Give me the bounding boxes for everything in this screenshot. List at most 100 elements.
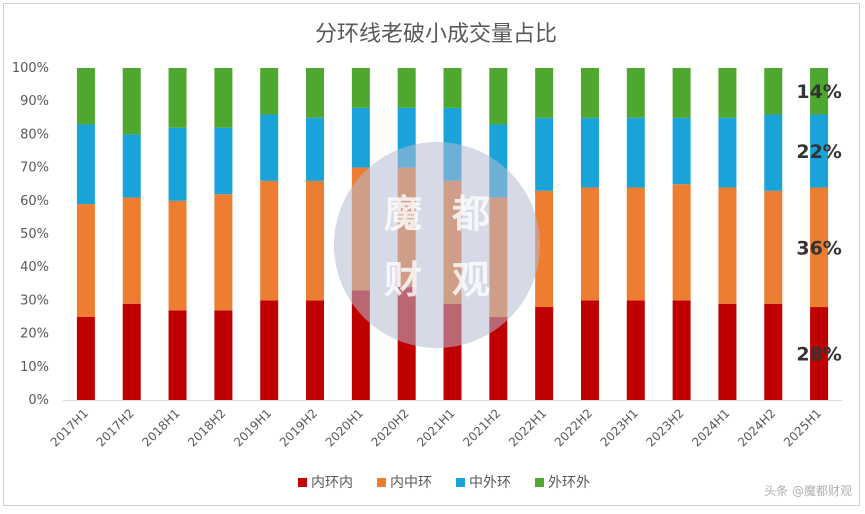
bar-segment <box>764 114 783 191</box>
legend-swatch <box>377 478 386 487</box>
y-tick-label: 60% <box>20 194 49 209</box>
bar-segment <box>672 117 691 185</box>
bar-segment <box>260 300 279 400</box>
bar-segment <box>718 68 737 118</box>
bar-segment <box>122 68 141 135</box>
bar-segment <box>535 68 554 118</box>
legend-label: 内中环 <box>390 475 432 491</box>
bar-segment <box>672 184 691 301</box>
x-tick-label: 2018H2 <box>185 406 228 449</box>
watermark-char: 魔 <box>384 192 422 236</box>
bar-segment <box>580 68 599 118</box>
x-tick-label: 2023H2 <box>643 406 686 449</box>
data-label: 28% <box>796 344 841 366</box>
bar-segment <box>810 187 829 308</box>
bar-segment <box>168 127 187 201</box>
y-tick-label: 80% <box>20 127 49 142</box>
y-tick-label: 100% <box>12 61 49 76</box>
bar-segment <box>306 68 325 118</box>
bar-segment <box>810 114 829 188</box>
x-axis: 2017H1 2017H2 2018H1 2018H2 2019H1 2019H2 2020… <box>48 400 842 449</box>
chart-title: 分环线老破小成交量占比 <box>315 22 557 47</box>
watermark-logo: 魔都财观 <box>334 142 540 348</box>
bar-segment <box>810 68 829 115</box>
bar-segment <box>397 68 416 108</box>
bar-segment <box>672 68 691 118</box>
bar-segment <box>810 307 829 400</box>
y-tick-label: 20% <box>20 327 49 342</box>
x-tick-label: 2024H1 <box>689 406 732 449</box>
legend: 内环内 内中环 中外环 外环外 <box>298 475 590 491</box>
bar-segment <box>214 310 233 400</box>
x-tick-label: 2017H1 <box>48 406 91 449</box>
x-tick-label: 2022H1 <box>506 406 549 449</box>
bar-segment <box>489 317 508 400</box>
chart-frame: 分环线老破小成交量占比 0% 10% 20% 30% 40% 50% 60% 70% 80% 90… <box>3 3 860 506</box>
bar-segment <box>306 117 325 181</box>
bar-segment <box>76 68 95 125</box>
legend-swatch <box>298 478 307 487</box>
bar-segment <box>122 303 141 400</box>
bar-segment <box>764 303 783 400</box>
bar-segment <box>443 68 462 108</box>
bar-segment <box>764 190 783 304</box>
bar-segment <box>580 300 599 400</box>
bar-segment <box>351 107 370 168</box>
stacked-bar-chart: 分环线老破小成交量占比 0% 10% 20% 30% 40% 50% 60% 70% 80% 90… <box>12 22 852 498</box>
bar-segment <box>718 117 737 188</box>
bar-segment <box>580 117 599 188</box>
bar-segment <box>168 68 187 128</box>
bar-segment <box>351 68 370 108</box>
bar-segment <box>214 68 233 128</box>
bar-segment <box>672 300 691 400</box>
y-tick-label: 30% <box>20 293 49 308</box>
x-tick-label: 2019H1 <box>231 406 274 449</box>
bar-segment <box>76 204 95 317</box>
data-labels: 14% 22% 36% 28% <box>796 81 841 365</box>
legend-label: 内环内 <box>311 475 353 491</box>
bar-segment <box>718 187 737 304</box>
bar-segment <box>718 303 737 400</box>
x-tick-label: 2022H2 <box>552 406 595 449</box>
bar-segment <box>76 317 95 400</box>
legend-swatch <box>456 478 465 487</box>
bar-segment <box>168 310 187 400</box>
x-tick-label: 2018H1 <box>139 406 182 449</box>
bar-segment <box>214 194 233 311</box>
bar-segment <box>260 180 279 301</box>
watermark-circle <box>334 142 540 348</box>
x-tick-label: 2017H2 <box>94 406 137 449</box>
bar-segment <box>535 307 554 400</box>
x-tick-label: 2019H2 <box>277 406 320 449</box>
y-tick-label: 70% <box>20 161 49 176</box>
watermark-char: 观 <box>452 258 490 302</box>
bar-segment <box>580 187 599 301</box>
bar-segment <box>76 124 95 205</box>
bar-segment <box>764 68 783 115</box>
bar-segment <box>306 180 325 301</box>
x-tick-label: 2021H2 <box>460 406 503 449</box>
bar-segment <box>626 117 645 188</box>
x-tick-label: 2020H1 <box>323 406 366 449</box>
bar-segment <box>306 300 325 400</box>
legend-swatch <box>535 478 544 487</box>
x-tick-label: 2023H1 <box>598 406 641 449</box>
bar-segment <box>535 117 554 191</box>
x-tick-label: 2024H2 <box>735 406 778 449</box>
x-tick-label: 2020H2 <box>369 406 412 449</box>
y-tick-label: 0% <box>28 393 49 408</box>
legend-label: 外环外 <box>548 475 590 491</box>
legend-label: 中外环 <box>469 475 511 491</box>
bar-segment <box>626 187 645 301</box>
bar-segment <box>626 300 645 400</box>
data-label: 36% <box>796 237 841 259</box>
bar-segment <box>122 197 141 304</box>
bar-segment <box>168 200 187 311</box>
bar-segment <box>260 114 279 181</box>
data-label: 14% <box>796 81 841 103</box>
x-tick-label: 2025H1 <box>781 406 824 449</box>
watermark-char: 财 <box>384 258 422 302</box>
bar-segment <box>122 134 141 198</box>
watermark-char: 都 <box>451 192 490 236</box>
y-axis: 0% 10% 20% 30% 40% 50% 60% 70% 80% 90% 100% <box>12 61 49 408</box>
